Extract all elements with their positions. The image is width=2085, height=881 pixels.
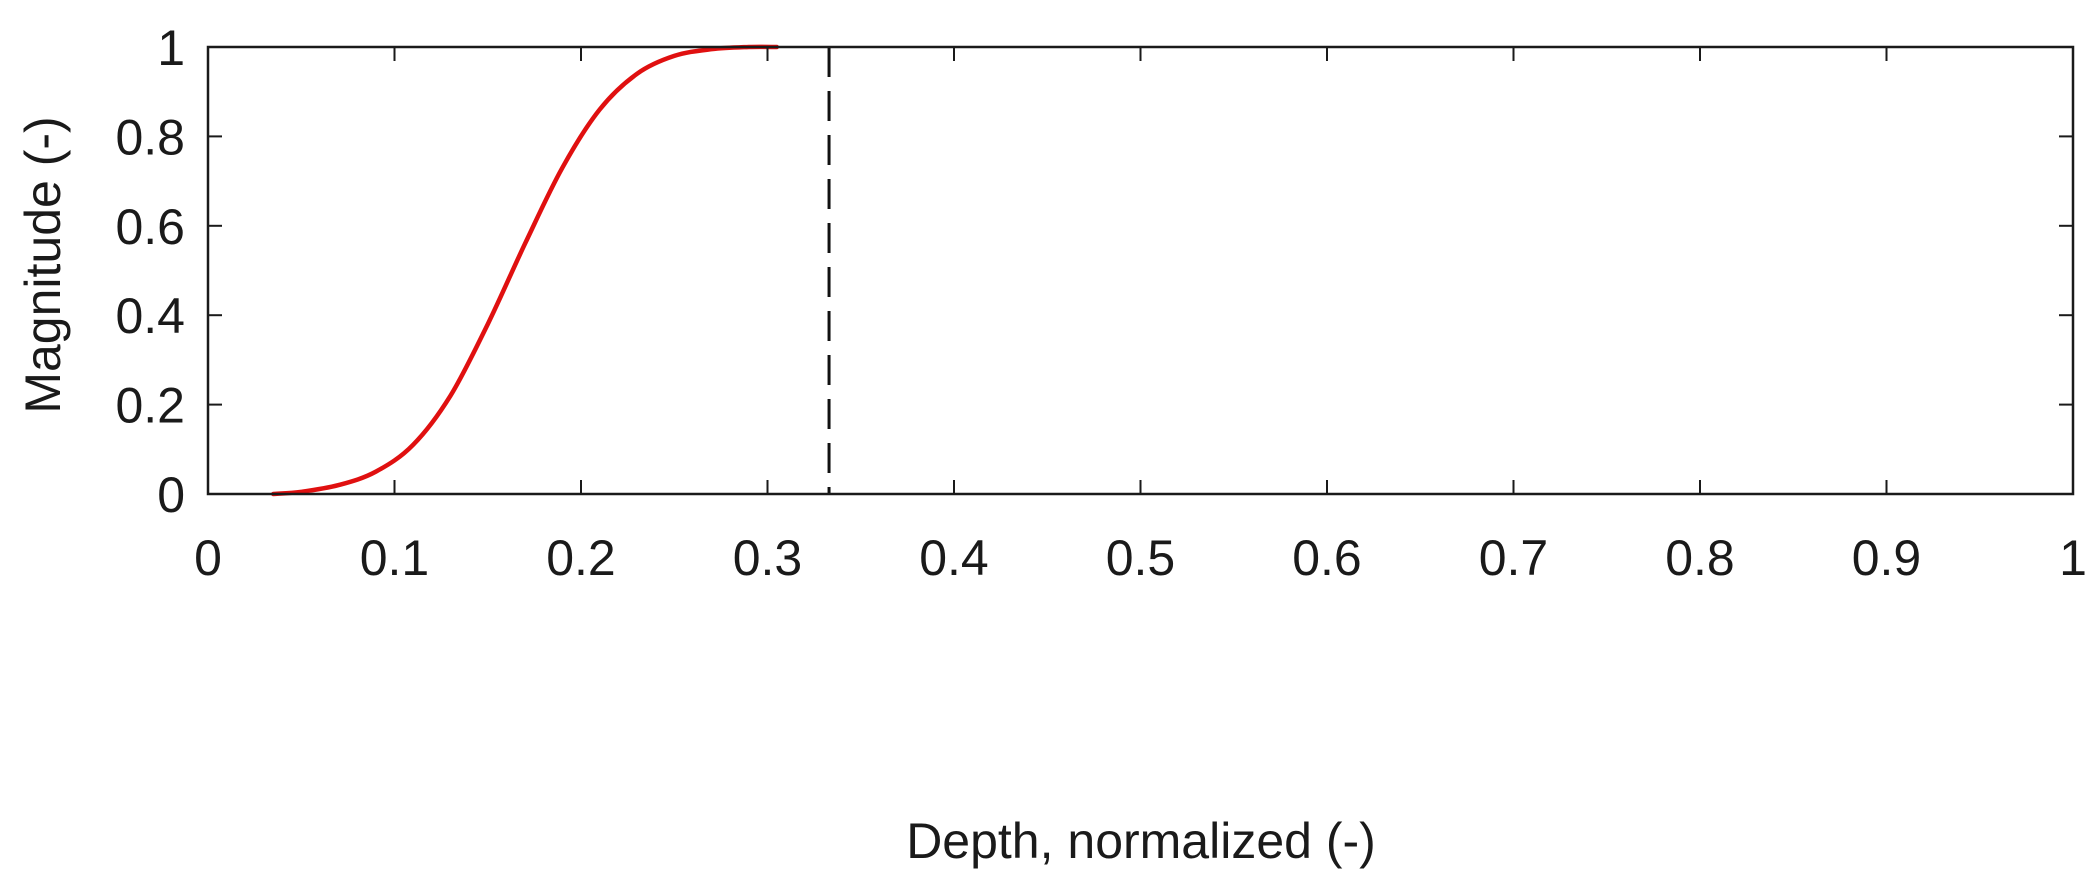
- magnitude-curve: [271, 44, 780, 497]
- x-tick-label: 0.6: [1292, 530, 1362, 586]
- x-tick-label: 0.3: [733, 530, 803, 586]
- x-tick-label: 0.8: [1665, 530, 1735, 586]
- y-tick-label: 0.6: [115, 199, 185, 255]
- x-tick-label: 1: [2059, 530, 2085, 586]
- x-tick-label: 0.7: [1479, 530, 1549, 586]
- x-tick-label: 0.2: [546, 530, 616, 586]
- x-tick-label: 0.5: [1106, 530, 1176, 586]
- x-tick-label: 0.9: [1852, 530, 1922, 586]
- x-tick-label: 0.4: [919, 530, 989, 586]
- y-tick-label: 0: [157, 467, 185, 523]
- x-tick-label: 0.1: [360, 530, 430, 586]
- tick-layer: 0 0.1 0.2 0.3 0.4 0.5 0.6 0.7 0.8 0.9 1 0 0.2 0.4 0.6 0…: [115, 20, 2085, 586]
- x-axis-label: Depth, normalized (-): [906, 813, 1376, 869]
- plot-frame: [206, 45, 2075, 496]
- y-tick-label: 0.2: [115, 378, 185, 434]
- x-tick-label: 0: [194, 530, 222, 586]
- y-tick-label: 0.8: [115, 109, 185, 165]
- y-tick-label: 1: [157, 20, 185, 76]
- plot-layer: [271, 44, 831, 497]
- y-tick-label: 0.4: [115, 288, 185, 344]
- y-axis-label: Magnitude (-): [15, 116, 71, 413]
